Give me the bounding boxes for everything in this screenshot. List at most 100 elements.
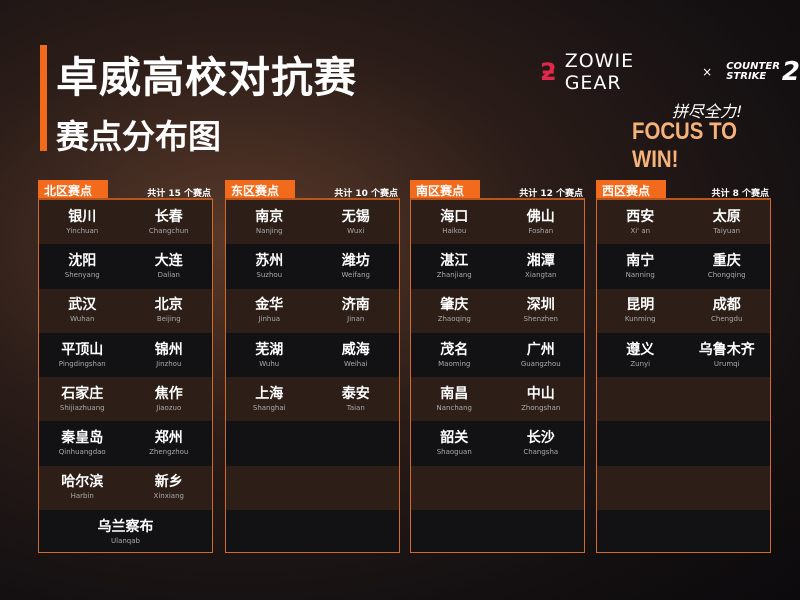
page-title: 卓威高校对抗赛	[56, 53, 358, 102]
city-item: 中山 Zhongshan	[498, 386, 585, 413]
region-tab: 东区赛点	[225, 180, 295, 199]
city-name: 泰安	[341, 385, 370, 402]
city-pinyin: Kunming	[624, 315, 656, 324]
city-name: 南京	[255, 208, 284, 225]
city-row: 南宁 Nanning 重庆 Chongqing	[597, 244, 770, 289]
city-item: 广州 Guangzhou	[498, 342, 585, 369]
city-item: 银川 Yinchuan	[39, 209, 126, 236]
city-name: 银川	[68, 208, 97, 225]
city-row	[597, 377, 770, 422]
city-name: 哈尔滨	[61, 474, 104, 491]
city-item: 乌兰察布 Ulanqab	[39, 519, 212, 546]
city-name: 湛江	[440, 252, 469, 269]
city-pinyin: Jinzhou	[156, 359, 182, 368]
city-row: 湛江 Zhanjiang 湘潭 Xiangtan	[411, 244, 584, 289]
city-item: 潍坊 Weifang	[313, 253, 400, 280]
region-count: 共计 10 个赛点	[334, 189, 398, 199]
city-name: 成都	[712, 297, 741, 314]
city-name: 金华	[255, 297, 284, 314]
city-row	[226, 465, 399, 511]
city-name: 上海	[255, 385, 284, 402]
city-pinyin: Jinhua	[258, 315, 281, 324]
city-row: 秦皇岛 Qinhuangdao 郑州 Zhengzhou	[39, 421, 212, 466]
city-name: 石家庄	[61, 385, 104, 402]
city-name: 南宁	[626, 252, 655, 269]
city-pinyin: Wuhu	[259, 359, 280, 368]
city-pinyin: Nanchang	[436, 403, 472, 412]
city-pinyin: Beijing	[156, 315, 181, 324]
city-row	[411, 465, 584, 511]
city-name: 重庆	[712, 252, 741, 269]
region-tab: 北区赛点	[38, 180, 108, 199]
city-name: 沈阳	[68, 252, 97, 269]
city-item: 长沙 Changsha	[498, 430, 585, 457]
city-row: 石家庄 Shijiazhuang 焦作 Jiaozuo	[39, 377, 212, 422]
city-row: 南昌 Nanchang 中山 Zhongshan	[411, 377, 585, 422]
city-item: 北京 Beijing	[126, 297, 213, 324]
city-pinyin: Xinxiang	[153, 492, 184, 501]
city-row: 海口 Haikou 佛山 Foshan	[411, 200, 584, 245]
region-count: 共计 12 个赛点	[519, 189, 583, 199]
city-row: 武汉 Wuhan 北京 Beijing	[39, 288, 213, 333]
city-item: 金华 Jinhua	[226, 297, 313, 324]
city-row: 哈尔滨 Harbin 新乡 Xinxiang	[39, 465, 212, 511]
city-name: 焦作	[154, 385, 183, 402]
city-pinyin: Chongqing	[707, 270, 746, 279]
city-pinyin: Wuxi	[347, 226, 365, 235]
city-row	[226, 421, 399, 466]
title-accent-bar	[40, 45, 47, 151]
city-pinyin: Shaoguan	[436, 448, 472, 457]
city-row: 乌兰察布 Ulanqab	[39, 510, 212, 552]
collab-times: ×	[702, 65, 713, 79]
city-row: 昆明 Kunming 成都 Chengdu	[597, 288, 771, 333]
city-item: 上海 Shanghai	[226, 386, 313, 413]
city-name: 大连	[154, 252, 183, 269]
city-name: 韶关	[440, 430, 469, 447]
city-row: 平顶山 Pingdingshan 锦州 Jinzhou	[39, 332, 212, 378]
city-pinyin: Weihai	[344, 359, 368, 368]
city-item: 深圳 Shenzhen	[498, 297, 585, 324]
brand-logos: ƻ ZOWIE GEAR × COUNTER STRIKE 2	[540, 50, 800, 94]
city-name: 威海	[341, 341, 370, 358]
city-pinyin: Shenyang	[64, 270, 100, 279]
city-list: 银川 Yinchuan 长春 Changchun 沈阳 Shenyang 大连 Dalian 武…	[38, 198, 213, 553]
city-name: 长春	[154, 208, 183, 225]
city-pinyin: Taiyuan	[713, 226, 741, 235]
city-pinyin: Urumqi	[713, 359, 740, 368]
city-name: 乌兰察布	[97, 518, 154, 535]
city-pinyin: Ulanqab	[111, 536, 140, 545]
city-row	[411, 510, 584, 552]
city-name: 乌鲁木齐	[698, 341, 755, 358]
city-name: 太原	[712, 208, 741, 225]
city-pinyin: Shijiazhuang	[59, 403, 105, 412]
city-item: 湛江 Zhanjiang	[411, 253, 498, 280]
city-item: 济南 Jinan	[313, 297, 400, 324]
city-item: 武汉 Wuhan	[39, 297, 126, 324]
city-pinyin: Zunyi	[630, 359, 651, 368]
city-row: 韶关 Shaoguan 长沙 Changsha	[411, 421, 585, 466]
city-row: 遵义 Zunyi 乌鲁木齐 Urumqi	[597, 332, 770, 378]
city-row	[226, 510, 399, 552]
city-item: 成都 Chengdu	[684, 297, 771, 324]
city-item: 泰安 Taian	[313, 386, 400, 413]
city-row: 南京 Nanjing 无锡 Wuxi	[226, 200, 399, 245]
city-item: 沈阳 Shenyang	[39, 253, 126, 280]
city-pinyin: Taian	[346, 403, 365, 412]
city-item: 哈尔滨 Harbin	[39, 474, 126, 501]
city-name: 佛山	[526, 208, 555, 225]
city-list: 西安 Xi' an 太原 Taiyuan 南宁 Nanning 重庆 Chongqing 昆明 K…	[596, 198, 771, 553]
city-name: 肇庆	[440, 297, 469, 314]
city-row: 金华 Jinhua 济南 Jinan	[226, 288, 400, 333]
city-pinyin: Changchun	[148, 226, 189, 235]
region-count: 共计 15 个赛点	[147, 189, 211, 199]
city-item: 遵义 Zunyi	[597, 342, 684, 369]
city-name: 西安	[626, 208, 655, 225]
city-item: 大连 Dalian	[126, 253, 213, 280]
city-pinyin: Yinchuan	[66, 226, 99, 235]
city-pinyin: Jiaozuo	[156, 403, 182, 412]
city-name: 北京	[154, 297, 183, 314]
slogan-cn: 拼尽全力!	[672, 102, 743, 121]
city-name: 昆明	[626, 297, 655, 314]
city-row: 茂名 Maoming 广州 Guangzhou	[411, 332, 585, 378]
city-name: 潍坊	[341, 252, 370, 269]
